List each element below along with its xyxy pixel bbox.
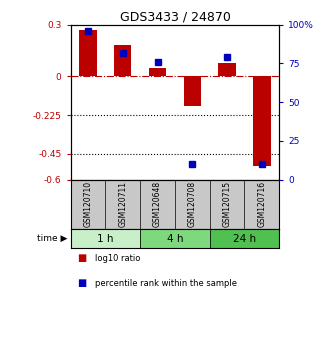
Bar [184,76,201,105]
Text: GSM120708: GSM120708 [188,181,197,228]
Bar [149,68,166,76]
Text: log10 ratio: log10 ratio [95,254,140,263]
Bar [71,229,140,248]
Bar [253,76,271,166]
Text: ■: ■ [77,278,86,288]
Text: percentile rank within the sample: percentile rank within the sample [95,279,237,288]
Text: GSM120715: GSM120715 [222,181,232,228]
Bar [210,229,279,248]
Text: 4 h: 4 h [167,234,183,244]
Bar [140,229,210,248]
Text: 1 h: 1 h [97,234,114,244]
Title: GDS3433 / 24870: GDS3433 / 24870 [119,11,230,24]
Bar [114,45,132,76]
Bar [79,30,97,76]
Bar [218,63,236,76]
Text: 24 h: 24 h [233,234,256,244]
Text: time ▶: time ▶ [37,234,67,243]
Text: GSM120716: GSM120716 [257,181,266,228]
Text: GSM120648: GSM120648 [153,181,162,228]
Text: GSM120711: GSM120711 [118,182,127,227]
Text: ■: ■ [77,253,86,263]
Text: GSM120710: GSM120710 [83,181,92,228]
